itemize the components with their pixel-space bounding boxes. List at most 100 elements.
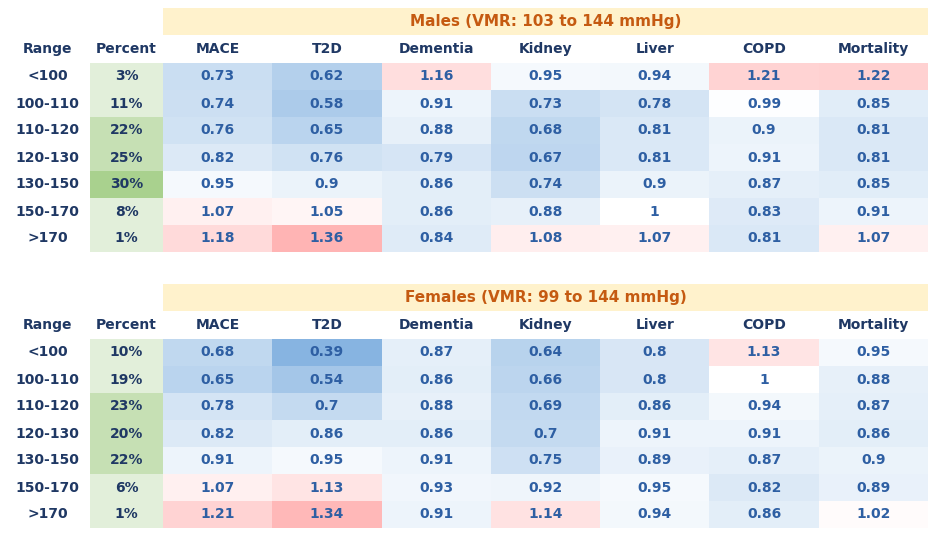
Text: 0.74: 0.74: [201, 96, 235, 111]
Text: 0.87: 0.87: [419, 345, 453, 359]
Text: 0.91: 0.91: [747, 427, 781, 441]
Text: 0.81: 0.81: [856, 124, 890, 138]
Text: 0.7: 0.7: [314, 399, 340, 414]
Text: 0.99: 0.99: [747, 96, 781, 111]
Text: 1.05: 1.05: [310, 204, 344, 218]
Text: 0.85: 0.85: [856, 177, 890, 191]
Text: COPD: COPD: [742, 318, 786, 332]
Text: 1.13: 1.13: [747, 345, 781, 359]
Text: Females (VMR: 99 to 144 mmHg): Females (VMR: 99 to 144 mmHg): [405, 290, 687, 305]
Text: Range: Range: [22, 318, 72, 332]
Text: 1.14: 1.14: [528, 507, 563, 521]
Text: 0.94: 0.94: [747, 399, 781, 414]
Text: 23%: 23%: [110, 399, 143, 414]
Text: COPD: COPD: [742, 42, 786, 56]
Text: Range: Range: [22, 42, 72, 56]
Text: MACE: MACE: [196, 42, 240, 56]
Text: 1.16: 1.16: [419, 69, 453, 83]
Text: MACE: MACE: [196, 318, 240, 332]
Text: 11%: 11%: [110, 96, 144, 111]
Text: 0.91: 0.91: [419, 507, 453, 521]
Text: 0.78: 0.78: [201, 399, 235, 414]
Text: 3%: 3%: [115, 69, 138, 83]
Text: 0.91: 0.91: [747, 151, 781, 165]
Text: 100-110: 100-110: [16, 96, 79, 111]
Text: 1%: 1%: [115, 507, 138, 521]
Text: Mortality: Mortality: [838, 42, 909, 56]
Text: 8%: 8%: [115, 204, 138, 218]
Text: 0.91: 0.91: [419, 454, 453, 468]
Text: 0.67: 0.67: [528, 151, 563, 165]
Text: Percent: Percent: [96, 318, 157, 332]
Text: 0.79: 0.79: [419, 151, 453, 165]
Text: 1.07: 1.07: [201, 204, 235, 218]
Text: 150-170: 150-170: [16, 481, 79, 494]
Text: 0.62: 0.62: [310, 69, 344, 83]
Text: 1.07: 1.07: [637, 231, 672, 246]
Text: T2D: T2D: [312, 318, 342, 332]
Text: 0.73: 0.73: [528, 96, 563, 111]
Text: >170: >170: [27, 231, 68, 246]
Text: 0.9: 0.9: [861, 454, 885, 468]
Text: 1.02: 1.02: [856, 507, 890, 521]
Text: 150-170: 150-170: [16, 204, 79, 218]
Text: 0.89: 0.89: [637, 454, 672, 468]
Text: 0.39: 0.39: [310, 345, 344, 359]
Text: 0.81: 0.81: [637, 124, 672, 138]
Text: 1: 1: [759, 372, 769, 386]
Text: 0.95: 0.95: [201, 177, 235, 191]
Text: 1.07: 1.07: [201, 481, 235, 494]
Text: 0.66: 0.66: [528, 372, 563, 386]
Text: 1%: 1%: [115, 231, 138, 246]
Text: 0.8: 0.8: [643, 345, 667, 359]
Text: 0.82: 0.82: [201, 151, 235, 165]
Text: 0.81: 0.81: [747, 231, 781, 246]
Text: 0.95: 0.95: [856, 345, 890, 359]
Text: 0.76: 0.76: [310, 151, 344, 165]
Text: 0.74: 0.74: [528, 177, 563, 191]
Text: >170: >170: [27, 507, 68, 521]
Text: 0.95: 0.95: [310, 454, 344, 468]
Text: 0.89: 0.89: [856, 481, 890, 494]
Text: 0.86: 0.86: [310, 427, 344, 441]
Text: 0.91: 0.91: [201, 454, 235, 468]
Text: Liver: Liver: [635, 42, 675, 56]
Text: 6%: 6%: [115, 481, 138, 494]
Text: 0.9: 0.9: [314, 177, 340, 191]
Text: 0.86: 0.86: [419, 372, 453, 386]
Text: 0.81: 0.81: [637, 151, 672, 165]
Text: 120-130: 120-130: [16, 151, 79, 165]
Text: 0.84: 0.84: [419, 231, 453, 246]
Text: 120-130: 120-130: [16, 427, 79, 441]
Text: 110-120: 110-120: [16, 124, 79, 138]
Text: 0.86: 0.86: [419, 427, 453, 441]
Text: Dementia: Dementia: [398, 318, 474, 332]
Text: 0.9: 0.9: [752, 124, 776, 138]
Text: 0.88: 0.88: [419, 399, 453, 414]
Text: 0.54: 0.54: [310, 372, 344, 386]
Text: 0.85: 0.85: [856, 96, 890, 111]
Text: Kidney: Kidney: [519, 42, 572, 56]
Text: 0.75: 0.75: [528, 454, 563, 468]
Text: 1.36: 1.36: [310, 231, 344, 246]
Text: 22%: 22%: [110, 124, 144, 138]
Text: Dementia: Dementia: [398, 42, 474, 56]
Text: 30%: 30%: [110, 177, 143, 191]
Text: T2D: T2D: [312, 42, 342, 56]
Text: 1.13: 1.13: [310, 481, 344, 494]
Text: 0.65: 0.65: [310, 124, 344, 138]
Text: 0.86: 0.86: [419, 177, 453, 191]
Text: Liver: Liver: [635, 318, 675, 332]
Text: 0.68: 0.68: [201, 345, 235, 359]
Text: 0.83: 0.83: [747, 204, 781, 218]
Text: Mortality: Mortality: [838, 318, 909, 332]
Text: 1: 1: [650, 204, 660, 218]
Text: 19%: 19%: [110, 372, 143, 386]
Text: 1.34: 1.34: [310, 507, 344, 521]
Text: 0.8: 0.8: [643, 372, 667, 386]
Text: <100: <100: [27, 345, 68, 359]
Text: 1.21: 1.21: [201, 507, 235, 521]
Text: 0.86: 0.86: [419, 204, 453, 218]
Text: 0.64: 0.64: [528, 345, 563, 359]
Text: Males (VMR: 103 to 144 mmHg): Males (VMR: 103 to 144 mmHg): [410, 14, 681, 29]
